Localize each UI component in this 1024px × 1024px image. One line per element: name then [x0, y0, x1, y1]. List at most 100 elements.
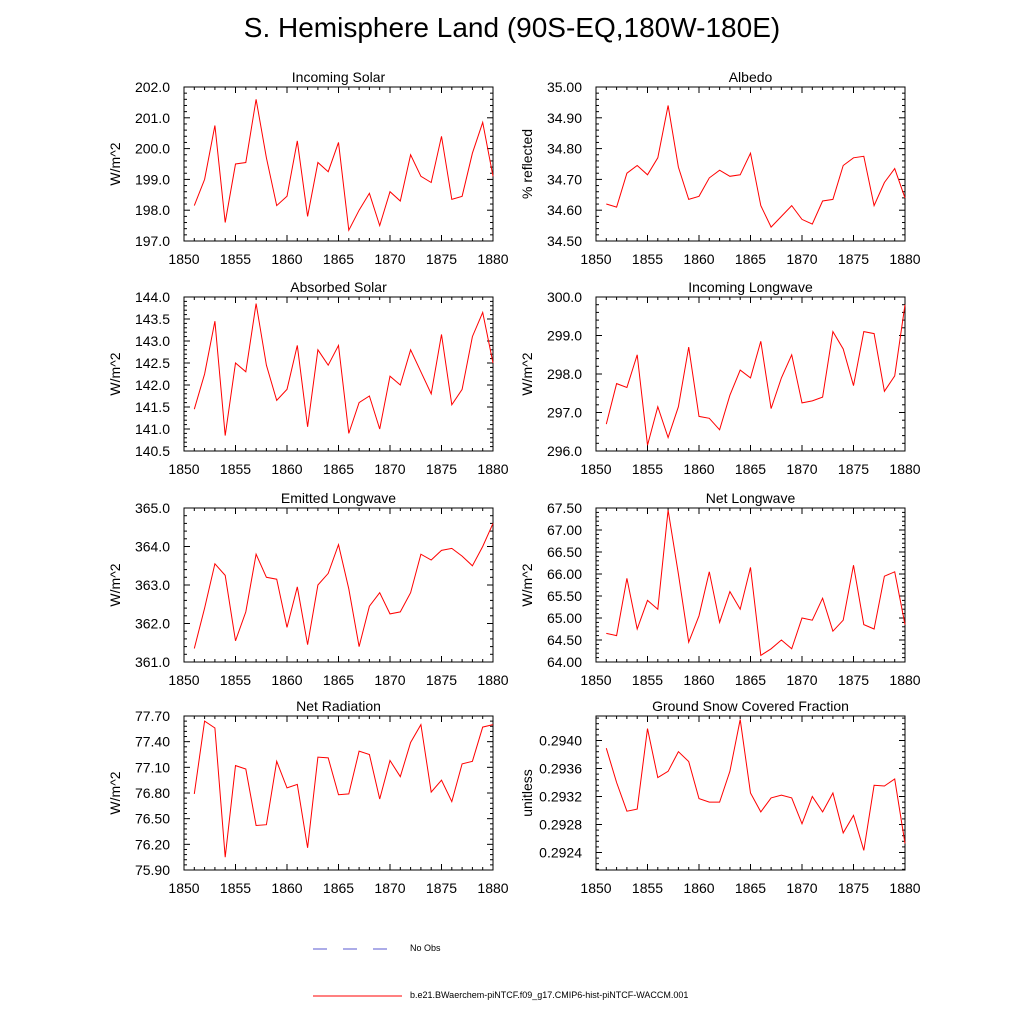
x-tick-label: 1850 — [168, 461, 199, 477]
x-tick-label: 1870 — [786, 461, 817, 477]
x-tick-label: 1875 — [426, 880, 457, 896]
y-axis-label: W/m^2 — [107, 563, 123, 606]
y-tick-label: 0.2940 — [539, 733, 582, 749]
plot-frame — [183, 507, 494, 663]
y-tick-label: 75.90 — [135, 862, 170, 878]
x-tick-label: 1860 — [683, 251, 714, 267]
y-tick-label: 201.0 — [135, 110, 170, 126]
series-line — [193, 99, 494, 232]
series-line — [606, 105, 906, 228]
panel-incoming-longwave: Incoming Longwave W/m^2 1850 1855 1860 1865 18… — [519, 279, 921, 477]
y-tick-label: 197.0 — [135, 233, 170, 249]
y-tick-label: 34.90 — [547, 110, 582, 126]
series-line — [193, 523, 494, 649]
x-tick-label: 1855 — [632, 672, 663, 688]
x-tick-label: 1870 — [786, 251, 817, 267]
y-tick-label: 76.20 — [135, 836, 170, 852]
x-tick-label: 1865 — [735, 672, 766, 688]
x-tick-label: 1865 — [735, 461, 766, 477]
series-line — [605, 304, 906, 446]
series-line — [606, 510, 906, 657]
x-tick-label: 1855 — [632, 880, 663, 896]
x-tick-label: 1850 — [580, 880, 611, 896]
y-tick-label: 141.0 — [135, 421, 170, 437]
x-tick-label: 1880 — [889, 880, 920, 896]
panel-title: Ground Snow Covered Fraction — [652, 698, 849, 714]
panel-title: Incoming Longwave — [688, 279, 813, 295]
panel-title: Albedo — [729, 69, 773, 85]
x-tick-label: 1855 — [220, 880, 251, 896]
series-line — [605, 719, 906, 851]
y-tick-label: 144.0 — [135, 289, 170, 305]
y-axis-label: W/m^2 — [519, 563, 535, 606]
panel-title: Incoming Solar — [292, 69, 386, 85]
y-tick-label: 0.2936 — [539, 761, 582, 777]
x-tick-label: 1865 — [735, 880, 766, 896]
y-tick-label: 199.0 — [135, 171, 170, 187]
y-tick-label: 298.0 — [547, 366, 582, 382]
x-tick-label: 1860 — [683, 880, 714, 896]
y-tick-label: 198.0 — [135, 202, 170, 218]
y-tick-label: 299.0 — [547, 328, 582, 344]
y-axis-label: % reflected — [519, 129, 535, 199]
panel-title: Net Longwave — [706, 490, 796, 506]
y-tick-label: 67.50 — [547, 500, 582, 516]
x-tick-label: 1860 — [271, 672, 302, 688]
y-tick-label: 34.80 — [547, 141, 582, 157]
y-tick-label: 142.5 — [135, 355, 170, 371]
y-tick-label: 0.2932 — [539, 789, 582, 805]
y-tick-label: 363.0 — [135, 577, 170, 593]
y-tick-label: 67.00 — [547, 522, 582, 538]
y-tick-label: 0.2928 — [539, 817, 582, 833]
y-tick-label: 34.60 — [547, 202, 582, 218]
x-tick-label: 1875 — [426, 461, 457, 477]
x-tick-label: 1880 — [477, 880, 508, 896]
y-tick-label: 34.70 — [547, 171, 582, 187]
panel-albedo: Albedo % reflected 1850 1855 1860 1865 1870 187… — [519, 69, 921, 267]
panel-ground-snow-covered-fraction: Ground Snow Covered Fraction unitless 1850… — [519, 698, 921, 896]
y-tick-label: 65.00 — [547, 610, 582, 626]
y-tick-label: 200.0 — [135, 141, 170, 157]
x-tick-label: 1865 — [735, 251, 766, 267]
plot-frame — [595, 86, 906, 242]
y-tick-label: 77.70 — [135, 708, 170, 724]
y-tick-label: 66.50 — [547, 544, 582, 560]
x-tick-label: 1870 — [374, 251, 405, 267]
x-tick-label: 1855 — [220, 461, 251, 477]
plot-frame — [183, 296, 494, 452]
y-tick-label: 141.5 — [135, 399, 170, 415]
y-tick-label: 296.0 — [547, 443, 582, 459]
series-line — [193, 720, 494, 858]
chart-panels: Incoming Solar W/m^2 1850 1855 1860 1865 1870 1… — [107, 69, 921, 896]
panel-emitted-longwave: Emitted Longwave W/m^2 1850 1855 1860 1865 187… — [107, 490, 509, 688]
y-tick-label: 35.00 — [547, 79, 582, 95]
y-tick-label: 66.00 — [547, 566, 582, 582]
y-tick-label: 142.0 — [135, 377, 170, 393]
panel-net-radiation: Net Radiation W/m^2 1850 1855 1860 1865 1870 18… — [107, 698, 509, 896]
x-tick-label: 1865 — [323, 251, 354, 267]
x-tick-label: 1875 — [426, 672, 457, 688]
panel-title: Absorbed Solar — [290, 279, 387, 295]
y-tick-label: 65.50 — [547, 588, 582, 604]
x-tick-label: 1870 — [786, 672, 817, 688]
x-tick-label: 1855 — [632, 251, 663, 267]
y-tick-label: 76.80 — [135, 785, 170, 801]
x-tick-label: 1870 — [786, 880, 817, 896]
x-tick-label: 1850 — [168, 251, 199, 267]
y-tick-label: 143.0 — [135, 333, 170, 349]
y-tick-label: 365.0 — [135, 500, 170, 516]
x-tick-label: 1850 — [580, 672, 611, 688]
x-tick-label: 1870 — [374, 672, 405, 688]
y-tick-label: 64.50 — [547, 632, 582, 648]
x-tick-label: 1850 — [580, 251, 611, 267]
x-tick-label: 1880 — [889, 672, 920, 688]
x-tick-label: 1860 — [683, 461, 714, 477]
y-axis-label: W/m^2 — [519, 352, 535, 395]
x-tick-label: 1875 — [838, 672, 869, 688]
y-tick-label: 77.10 — [135, 759, 170, 775]
y-axis-label: W/m^2 — [107, 142, 123, 185]
y-tick-label: 364.0 — [135, 539, 170, 555]
y-tick-label: 361.0 — [135, 654, 170, 670]
y-tick-label: 362.0 — [135, 616, 170, 632]
